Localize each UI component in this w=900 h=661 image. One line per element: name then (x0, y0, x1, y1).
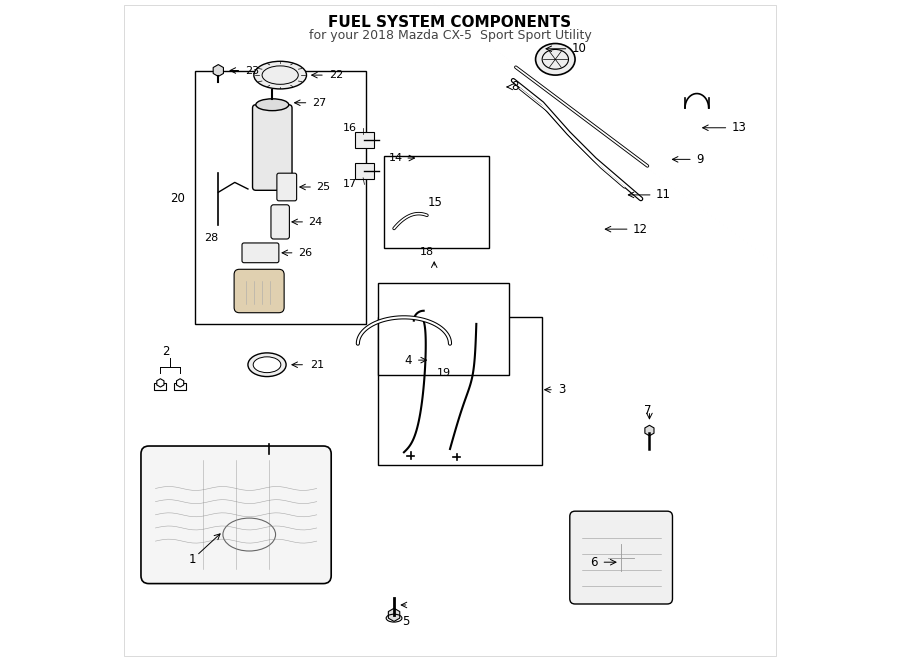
Polygon shape (176, 379, 184, 387)
FancyBboxPatch shape (253, 104, 292, 190)
Text: 19: 19 (436, 368, 451, 378)
Polygon shape (157, 379, 164, 387)
Bar (155, 383, 166, 390)
Text: 20: 20 (170, 192, 185, 206)
Bar (378, 283, 509, 375)
Ellipse shape (256, 98, 289, 110)
Ellipse shape (536, 44, 575, 75)
FancyBboxPatch shape (271, 205, 290, 239)
Text: 28: 28 (204, 233, 219, 243)
Text: 26: 26 (298, 248, 312, 258)
Ellipse shape (254, 61, 307, 89)
FancyBboxPatch shape (234, 269, 284, 313)
Text: 21: 21 (310, 360, 324, 369)
Text: 11: 11 (656, 188, 671, 202)
Bar (384, 156, 490, 249)
Text: 9: 9 (697, 153, 704, 166)
Text: 10: 10 (572, 42, 587, 56)
Text: 4: 4 (404, 354, 412, 367)
Text: 2: 2 (162, 345, 169, 358)
Bar (378, 317, 542, 465)
FancyBboxPatch shape (242, 243, 279, 262)
Bar (194, 71, 365, 324)
Text: 15: 15 (428, 196, 443, 210)
Text: FUEL SYSTEM COMPONENTS: FUEL SYSTEM COMPONENTS (328, 15, 572, 30)
Polygon shape (213, 65, 223, 77)
Text: 18: 18 (420, 247, 434, 256)
Bar (175, 383, 186, 390)
Text: 25: 25 (317, 182, 330, 192)
Text: 16: 16 (343, 123, 357, 133)
Text: 13: 13 (732, 121, 747, 134)
Text: for your 2018 Mazda CX-5  Sport Sport Utility: for your 2018 Mazda CX-5 Sport Sport Uti… (309, 29, 591, 42)
Text: 14: 14 (389, 153, 402, 163)
Text: 3: 3 (559, 383, 566, 396)
FancyBboxPatch shape (570, 511, 672, 604)
Text: 22: 22 (329, 70, 344, 80)
Ellipse shape (248, 353, 286, 377)
FancyBboxPatch shape (141, 446, 331, 584)
Text: 6: 6 (590, 556, 598, 568)
Text: 12: 12 (633, 223, 648, 235)
Ellipse shape (253, 357, 281, 373)
Text: 23: 23 (245, 65, 259, 75)
Text: 1: 1 (188, 553, 195, 566)
Polygon shape (389, 608, 400, 621)
FancyBboxPatch shape (277, 173, 297, 201)
Text: 24: 24 (309, 217, 323, 227)
Text: 17: 17 (343, 179, 357, 189)
Text: 27: 27 (311, 98, 326, 108)
Bar (355, 132, 374, 147)
Text: 7: 7 (644, 405, 652, 417)
Bar (355, 163, 374, 179)
Text: 5: 5 (402, 615, 410, 628)
Polygon shape (645, 425, 654, 436)
Text: 8: 8 (511, 81, 518, 93)
